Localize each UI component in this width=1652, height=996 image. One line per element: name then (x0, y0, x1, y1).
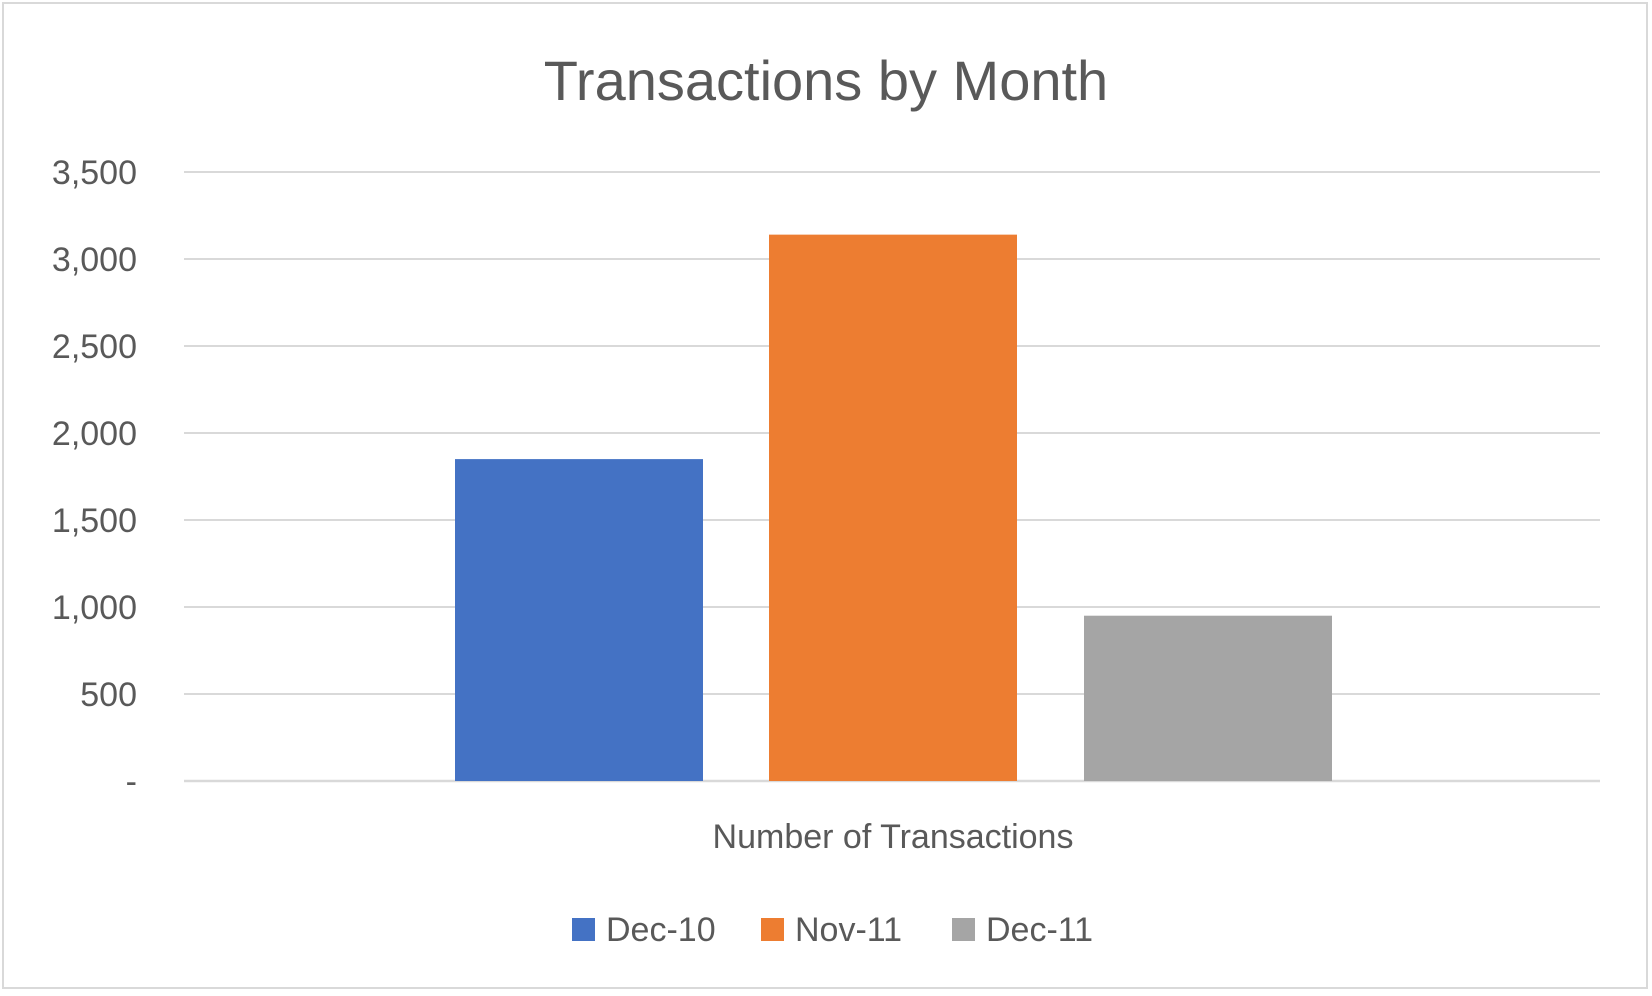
y-tick-label: 2,000 (52, 415, 137, 453)
y-tick-label: 3,000 (52, 241, 137, 279)
legend-swatch (761, 918, 784, 941)
y-tick-label: 3,500 (52, 154, 137, 192)
legend-item-dec-10: Dec-10 (572, 911, 716, 949)
y-tick-label: 1,500 (52, 502, 137, 540)
x-category-label: Number of Transactions (713, 818, 1074, 856)
bar-nov-11 (769, 234, 1017, 781)
chart-svg: Transactions by Month - 500 1,000 1,500 2,00… (52, 49, 1600, 949)
legend-label: Nov-11 (795, 911, 902, 949)
legend-swatch (952, 918, 975, 941)
legend-item-dec-11: Dec-11 (952, 911, 1093, 949)
legend-swatch (572, 918, 595, 941)
legend: Dec-10 Nov-11 Dec-11 (572, 911, 1093, 949)
y-axis-tick-labels: - 500 1,000 1,500 2,000 2,500 3,000 3,500 (52, 154, 137, 801)
y-tick-label: - (126, 763, 137, 801)
y-tick-label: 2,500 (52, 328, 137, 366)
bars (455, 234, 1332, 781)
legend-item-nov-11: Nov-11 (761, 911, 902, 949)
chart-title: Transactions by Month (544, 49, 1108, 112)
legend-label: Dec-10 (606, 911, 716, 949)
bar-dec-11 (1084, 615, 1332, 781)
bar-dec-10 (455, 459, 703, 781)
y-tick-label: 1,000 (52, 589, 137, 627)
legend-label: Dec-11 (986, 911, 1093, 949)
x-axis-category-labels: Number of Transactions (713, 818, 1074, 856)
y-tick-label: 500 (80, 676, 137, 714)
